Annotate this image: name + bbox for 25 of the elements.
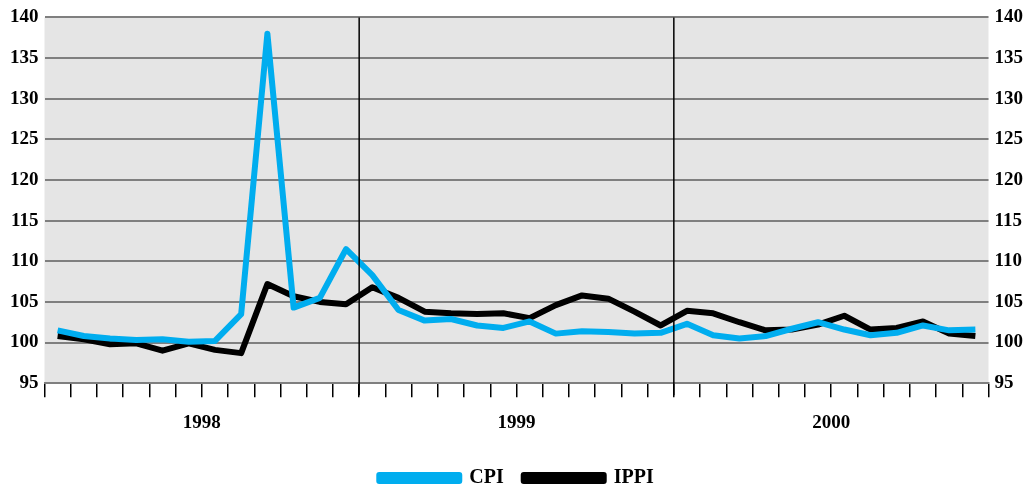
y2-tick-label: 100: [994, 330, 1023, 352]
y-tick-label: 130: [10, 86, 39, 108]
y-tick-label: 120: [10, 167, 39, 189]
y2-tick-label: 135: [994, 45, 1023, 67]
legend-label: IPPI: [613, 465, 654, 488]
y-tick-label: 95: [19, 371, 39, 393]
x-tick-label: 1999: [497, 410, 536, 432]
x-tick-label: 1998: [182, 410, 221, 432]
y-tick-label: 140: [10, 5, 39, 27]
y2-tick-label: 125: [994, 127, 1023, 149]
y-tick-label: 125: [10, 127, 39, 149]
legend-label: CPI: [469, 465, 504, 488]
y2-tick-label: 115: [994, 208, 1022, 230]
y-tick-label: 110: [11, 249, 39, 271]
y-tick-label: 100: [10, 330, 39, 352]
y-tick-label: 105: [10, 289, 39, 311]
y2-tick-label: 105: [994, 289, 1023, 311]
x-tick-label: 2000: [812, 410, 851, 432]
y2-tick-label: 130: [994, 86, 1023, 108]
y2-tick-label: 95: [994, 371, 1014, 393]
y-tick-label: 115: [11, 208, 39, 230]
y2-tick-label: 110: [994, 249, 1022, 271]
y2-tick-label: 140: [994, 5, 1023, 27]
y2-tick-label: 120: [994, 167, 1023, 189]
y-tick-label: 135: [10, 45, 39, 67]
